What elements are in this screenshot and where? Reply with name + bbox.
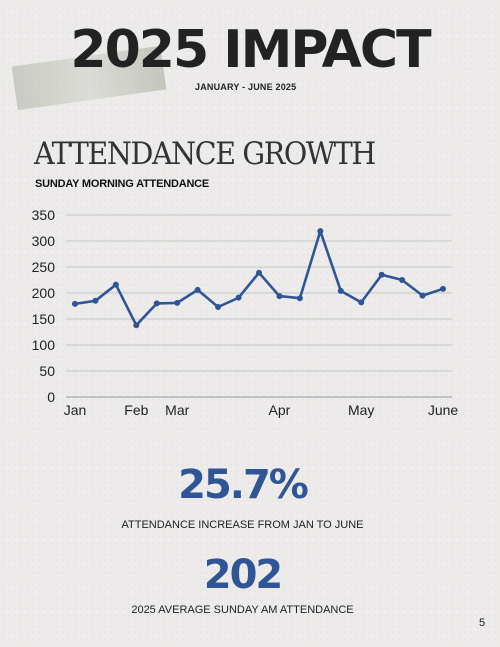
stat-average-value: 202 xyxy=(203,552,284,598)
data-point xyxy=(337,287,344,294)
page-title: 2025 IMPACT xyxy=(70,20,431,80)
chart-title: SUNDAY MORNING ATTENDANCE xyxy=(35,178,210,190)
x-tick-label: Apr xyxy=(269,402,291,418)
section-title: ATTENDANCE GROWTH xyxy=(34,136,376,172)
stat-average-label: 2025 AVERAGE SUNDAY AM ATTENDANCE xyxy=(131,604,354,616)
data-point xyxy=(276,293,283,300)
data-point xyxy=(194,286,201,293)
y-tick-label: 0 xyxy=(47,389,55,405)
series-line xyxy=(73,229,445,327)
attendance-line-chart: 0 50 100 150 200 250 300 350 Jan Feb Mar Apr May June xyxy=(32,207,459,418)
x-tick-label: Jan xyxy=(64,402,87,418)
data-point xyxy=(419,292,426,299)
data-point xyxy=(215,304,222,311)
x-tick-label: Feb xyxy=(124,402,148,418)
stat-increase-value: 25.7% xyxy=(178,462,309,508)
y-tick-label: 100 xyxy=(32,337,56,353)
data-point xyxy=(174,299,181,306)
data-point xyxy=(317,228,324,235)
page-number: 5 xyxy=(479,617,486,629)
x-tick-label: May xyxy=(348,402,374,418)
data-point xyxy=(399,277,406,283)
data-point xyxy=(92,297,99,304)
y-tick-label: 300 xyxy=(32,233,56,249)
data-point xyxy=(358,299,365,306)
y-tick-label: 50 xyxy=(39,363,55,379)
data-point xyxy=(256,269,262,276)
x-tick-label: June xyxy=(428,402,459,418)
data-point xyxy=(112,281,119,288)
data-point xyxy=(296,295,303,302)
data-point xyxy=(133,322,140,329)
y-tick-label: 200 xyxy=(32,285,56,301)
data-point xyxy=(72,300,78,307)
y-tick-label: 150 xyxy=(32,311,56,327)
data-point xyxy=(440,285,446,292)
y-tick-label: 250 xyxy=(32,259,56,275)
page-subtitle: JANUARY - JUNE 2025 xyxy=(195,82,297,92)
x-tick-label: Mar xyxy=(165,402,189,418)
data-point xyxy=(153,300,160,307)
y-tick-label: 350 xyxy=(32,207,56,223)
data-point xyxy=(378,271,385,278)
data-point xyxy=(235,294,242,301)
stat-increase-label: ATTENDANCE INCREASE FROM JAN TO JUNE xyxy=(121,519,364,531)
